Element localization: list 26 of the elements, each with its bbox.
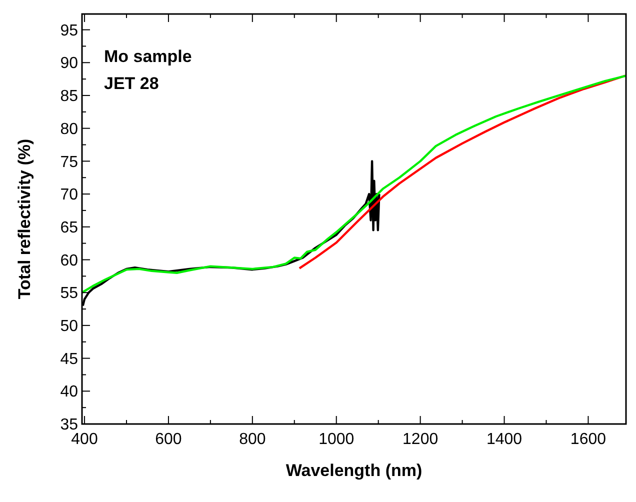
x-tick-label: 400 <box>71 431 98 448</box>
y-tick-label: 80 <box>60 120 78 138</box>
y-tick-label: 90 <box>60 55 78 72</box>
y-tick-label: 50 <box>60 318 78 336</box>
line-series <box>298 74 626 270</box>
y-tick-label: 35 <box>60 416 78 434</box>
y-tick-label: 40 <box>60 384 78 401</box>
x-axis-title: Wavelength (nm) <box>286 461 422 480</box>
y-tick-label: 85 <box>60 88 78 106</box>
x-tick-label: 600 <box>155 431 182 448</box>
x-tick-label: 1200 <box>402 431 438 448</box>
x-tick-label: 800 <box>239 431 266 448</box>
y-tick-label: 75 <box>60 154 78 171</box>
y-tick-label: 65 <box>60 219 78 236</box>
y-tick-label: 55 <box>60 285 78 302</box>
y-tick-label: 45 <box>60 350 78 368</box>
x-tick-label: 1600 <box>570 431 606 448</box>
annotation: JET 28 <box>104 74 159 93</box>
y-tick-label: 60 <box>60 252 78 270</box>
x-tick-label: 1400 <box>486 431 522 448</box>
line-series <box>82 74 626 294</box>
x-tick-label: 1000 <box>318 431 354 448</box>
y-tick-label: 70 <box>60 186 78 204</box>
y-axis-title: Total reflectivity (%) <box>15 138 34 300</box>
annotation: Mo sample <box>104 47 192 66</box>
y-tick-label: 95 <box>60 22 78 40</box>
